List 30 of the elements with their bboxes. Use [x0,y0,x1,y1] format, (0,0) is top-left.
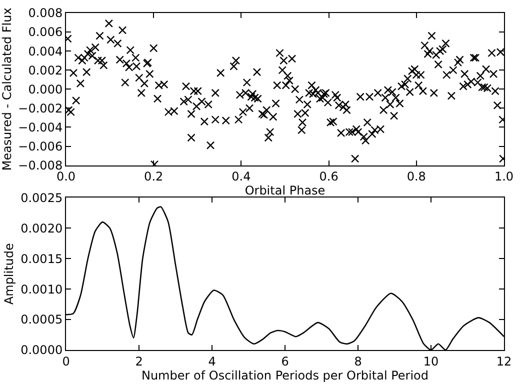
y-tick-label: 0.008 [28,6,63,20]
x-tick-label: 0 [62,354,70,368]
x-tick-label: 0.6 [319,170,338,184]
y-tick-label: 0.0025 [20,190,63,205]
x-tick-label: 4 [208,354,216,368]
y-tick-label: 0.0020 [20,221,63,236]
y-tick-label: −0.002 [18,101,63,116]
y-tick-label: 0.0015 [20,252,63,266]
y-tick-label: 0.0000 [20,343,63,358]
y-axis-title: Measured - Calculated Flux [0,8,14,171]
x-tick-label: 0.8 [406,170,426,184]
x-axis-title: Number of Oscillation Periods per Orbital Period [141,368,429,382]
x-tick-label: 6 [281,354,289,368]
y-tick-label: −0.004 [18,120,63,134]
y-axis-title: Amplitude [2,243,16,305]
x-tick-label: 0.2 [144,170,164,184]
x-tick-label: 12 [496,354,512,368]
x-tick-label: 8 [354,354,362,368]
y-tick-label: 0.0010 [20,282,63,296]
y-tick-label: 0.004 [28,44,63,58]
x-axis-title: Orbital Phase [244,184,326,198]
x-tick-label: 10 [423,354,439,368]
y-tick-label: 0.006 [28,25,63,40]
y-tick-label: 0.002 [28,63,63,78]
y-tick-label: −0.006 [18,139,63,154]
x-tick-label: 2 [135,354,143,368]
y-tick-label: 0.0005 [20,312,63,327]
y-tick-label: 0.000 [28,82,63,96]
x-tick-label: 0.4 [232,170,251,184]
x-tick-label: 1.0 [494,170,514,184]
